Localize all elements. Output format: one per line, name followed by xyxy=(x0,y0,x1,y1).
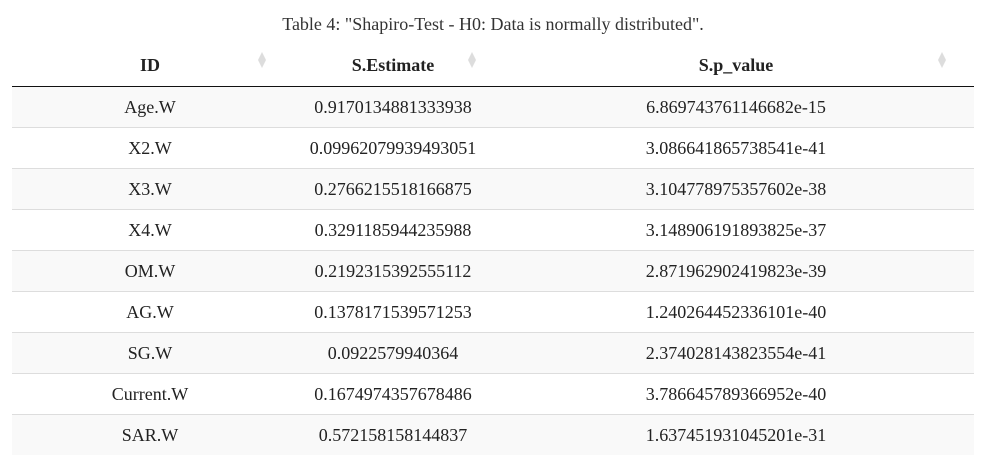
column-header-label: ID xyxy=(139,54,160,75)
sort-arrows-icon[interactable] xyxy=(468,52,476,68)
cell-estimate: 0.2192315392555112 xyxy=(288,250,498,292)
cell-estimate: 0.0922579940364 xyxy=(288,332,498,374)
table-row: OM.W 0.2192315392555112 2.87196290241982… xyxy=(12,250,974,292)
cell-estimate: 0.3291185944235988 xyxy=(288,209,498,251)
table-row: X2.W 0.09962079939493051 3.0866418657385… xyxy=(12,127,974,169)
column-header-label: S.Estimate xyxy=(351,54,435,75)
cell-estimate: 0.09962079939493051 xyxy=(288,127,498,169)
cell-estimate: 0.572158158144837 xyxy=(288,414,498,455)
column-header-id[interactable]: ID xyxy=(12,44,288,87)
cell-id: OM.W xyxy=(12,250,288,292)
header-row: ID S.Estimate S.p_value xyxy=(12,44,974,87)
cell-p-value: 3.148906191893825e-37 xyxy=(498,209,974,251)
cell-p-value: 3.104778975357602e-38 xyxy=(498,168,974,210)
column-header-p-value[interactable]: S.p_value xyxy=(498,44,974,87)
cell-estimate: 0.1674974357678486 xyxy=(288,373,498,415)
cell-id: X3.W xyxy=(12,168,288,210)
cell-id: AG.W xyxy=(12,291,288,333)
cell-id: X4.W xyxy=(12,209,288,251)
cell-id: Current.W xyxy=(12,373,288,415)
cell-id: Age.W xyxy=(12,86,288,128)
cell-p-value: 2.374028143823554e-41 xyxy=(498,332,974,374)
table-row: AG.W 0.1378171539571253 1.24026445233610… xyxy=(12,291,974,333)
table-caption: Table 4: "Shapiro-Test - H0: Data is nor… xyxy=(282,14,704,34)
cell-p-value: 6.869743761146682e-15 xyxy=(498,86,974,128)
table-row: Current.W 0.1674974357678486 3.786645789… xyxy=(12,373,974,415)
cell-id: SAR.W xyxy=(12,414,288,455)
cell-estimate: 0.1378171539571253 xyxy=(288,291,498,333)
cell-p-value: 1.240264452336101e-40 xyxy=(498,291,974,333)
table-row: SAR.W 0.572158158144837 1.63745193104520… xyxy=(12,414,974,455)
table-row: X4.W 0.3291185944235988 3.14890619189382… xyxy=(12,209,974,251)
cell-estimate: 0.9170134881333938 xyxy=(288,86,498,128)
sort-arrows-icon[interactable] xyxy=(258,52,266,68)
column-header-estimate[interactable]: S.Estimate xyxy=(288,44,498,87)
cell-p-value: 2.871962902419823e-39 xyxy=(498,250,974,292)
cell-p-value: 3.786645789366952e-40 xyxy=(498,373,974,415)
shapiro-results-table: ID S.Estimate S.p_value Age.W 0.91701348… xyxy=(12,44,974,455)
table-row: SG.W 0.0922579940364 2.374028143823554e-… xyxy=(12,332,974,374)
cell-id: X2.W xyxy=(12,127,288,169)
table-row: X3.W 0.2766215518166875 3.10477897535760… xyxy=(12,168,974,210)
cell-p-value: 3.086641865738541e-41 xyxy=(498,127,974,169)
cell-estimate: 0.2766215518166875 xyxy=(288,168,498,210)
cell-p-value: 1.637451931045201e-31 xyxy=(498,414,974,455)
table-row: Age.W 0.9170134881333938 6.8697437611466… xyxy=(12,86,974,128)
column-header-label: S.p_value xyxy=(698,54,774,75)
cell-id: SG.W xyxy=(12,332,288,374)
sort-arrows-icon[interactable] xyxy=(938,52,946,68)
